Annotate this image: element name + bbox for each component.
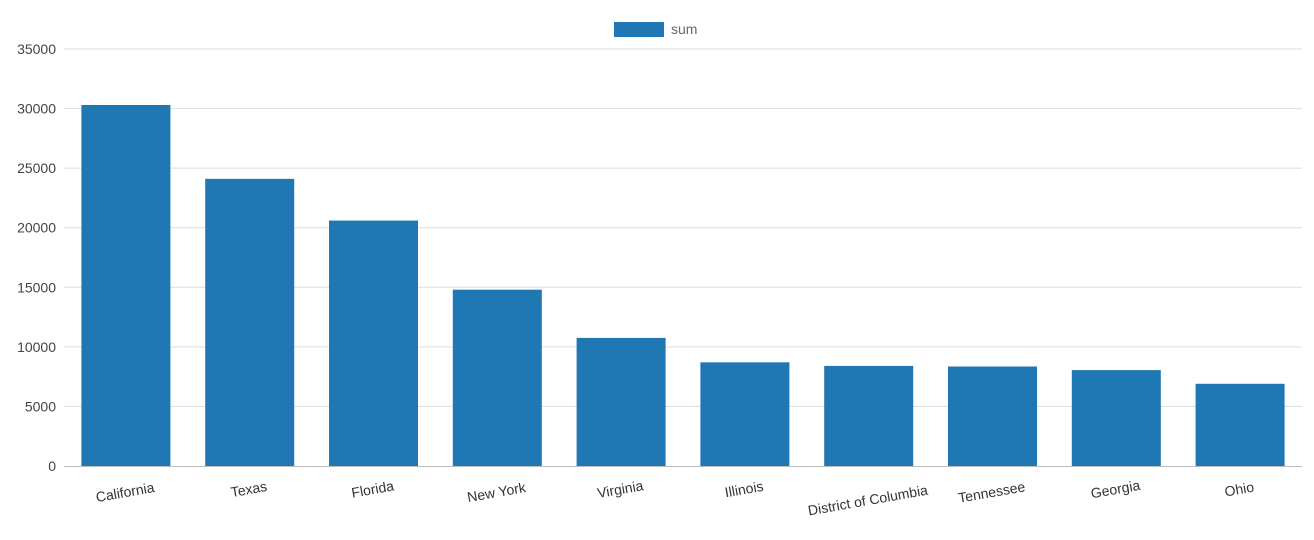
y-axis-ticks: 0 5000 10000 15000 20000 25000 30000 35000 <box>17 41 56 474</box>
bar-new-york[interactable] <box>452 289 542 466</box>
x-axis-labels: California Texas Florida New York Virginia Il… <box>95 477 1256 519</box>
bar-virginia[interactable] <box>576 337 666 466</box>
bar-illinois[interactable] <box>700 362 790 466</box>
y-tick-label: 0 <box>48 458 56 474</box>
y-tick-label: 15000 <box>17 279 56 295</box>
bar-texas[interactable] <box>205 178 295 466</box>
legend-label[interactable]: sum <box>671 21 697 37</box>
x-tick-label: Ohio <box>1223 479 1255 500</box>
y-tick-label: 5000 <box>25 398 56 414</box>
x-tick-label: Illinois <box>723 478 764 501</box>
bar-california[interactable] <box>81 104 171 467</box>
y-tick-label: 10000 <box>17 339 56 355</box>
bar-ohio[interactable] <box>1195 383 1285 466</box>
x-tick-label: District of Columbia <box>807 482 930 519</box>
legend[interactable]: sum <box>614 21 697 37</box>
x-tick-label: Florida <box>350 477 395 500</box>
x-tick-label: California <box>95 479 156 505</box>
y-tick-label: 35000 <box>17 41 56 57</box>
bar-georgia[interactable] <box>1071 370 1161 466</box>
y-tick-label: 20000 <box>17 220 56 236</box>
bar-district-of-columbia[interactable] <box>824 365 914 466</box>
bar-florida[interactable] <box>329 220 418 466</box>
x-tick-label: New York <box>466 479 528 505</box>
x-tick-label: Georgia <box>1090 477 1142 501</box>
x-tick-label: Virginia <box>596 477 645 501</box>
x-tick-label: Texas <box>229 478 268 500</box>
x-tick-label: Tennessee <box>957 478 1027 506</box>
bars <box>81 104 1285 467</box>
y-tick-label: 25000 <box>17 160 56 176</box>
y-tick-label: 30000 <box>17 101 56 117</box>
bar-tennessee[interactable] <box>948 366 1037 466</box>
legend-swatch[interactable] <box>614 22 664 37</box>
